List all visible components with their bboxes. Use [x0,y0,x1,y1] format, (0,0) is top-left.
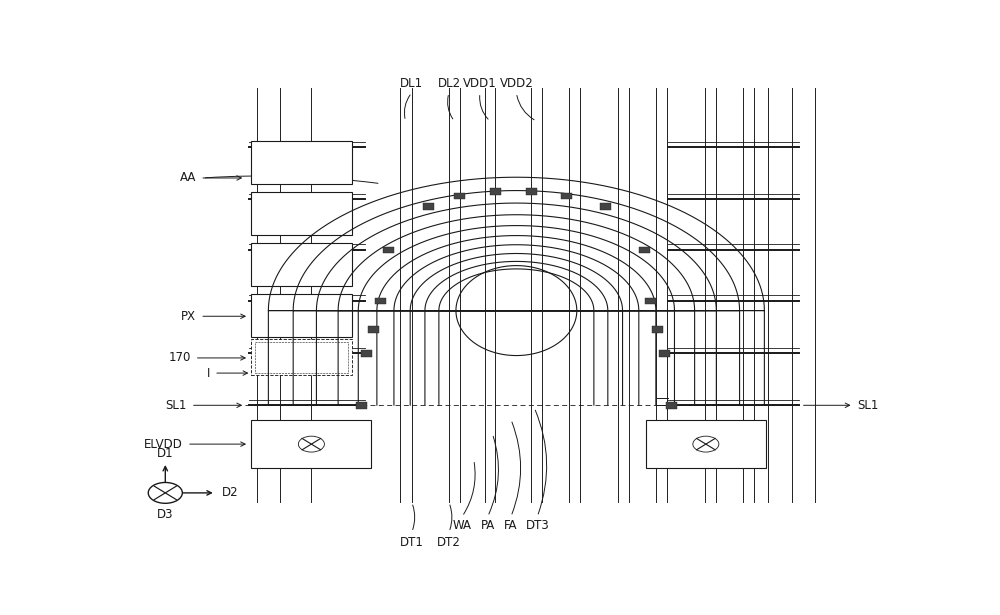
Bar [646,421,766,468]
Bar [251,192,352,235]
Text: 170: 170 [168,351,191,365]
Bar [356,402,367,408]
Bar [383,247,394,253]
Text: D2: D2 [222,486,239,499]
Bar [361,350,372,357]
Text: PA: PA [481,519,495,532]
Text: D3: D3 [157,508,174,521]
Text: VDD1: VDD1 [463,77,497,90]
Bar [561,192,572,199]
Text: SL1: SL1 [166,399,187,412]
Text: ELVDD: ELVDD [144,438,183,451]
Text: FA: FA [504,519,518,532]
Text: DL2: DL2 [437,77,461,90]
FancyBboxPatch shape [251,339,352,375]
Text: AA: AA [180,172,196,184]
Circle shape [148,483,182,503]
Bar [652,326,663,333]
Bar [454,192,465,199]
Bar [526,188,537,194]
Text: DL1: DL1 [400,77,423,90]
Bar [490,188,501,194]
Bar [251,295,352,337]
Text: D1: D1 [157,446,174,460]
Bar [255,342,348,373]
Bar [659,350,670,357]
Bar [251,421,371,468]
Bar [639,247,650,253]
Bar [368,326,379,333]
Text: I: I [207,367,210,379]
Text: VDD2: VDD2 [500,77,533,90]
Bar [375,298,386,304]
Text: DT3: DT3 [525,519,549,532]
Bar [251,141,352,184]
Text: SL1: SL1 [857,399,879,412]
Text: PX: PX [181,310,196,323]
Bar [600,203,611,210]
Bar [666,402,677,408]
Text: DT2: DT2 [437,536,461,549]
Bar [251,244,352,286]
Text: WA: WA [453,519,472,532]
Text: DT1: DT1 [400,536,424,549]
Bar [645,298,656,304]
Bar [423,203,434,210]
